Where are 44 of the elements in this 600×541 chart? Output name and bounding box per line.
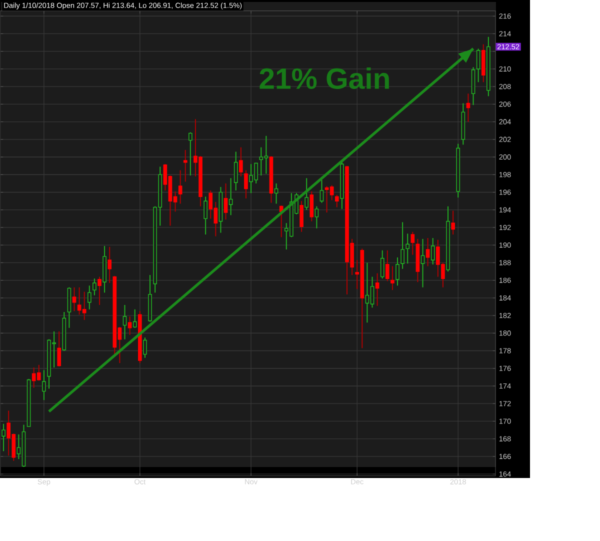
candlestick [224, 182, 228, 220]
candlestick [183, 149, 188, 182]
candlestick [239, 146, 243, 177]
candlestick [67, 286, 72, 328]
candlestick [92, 278, 96, 296]
annotation: 21% Gain [260, 67, 389, 90]
candlestick [406, 233, 410, 264]
candlestick [87, 285, 92, 310]
candlestick [274, 182, 278, 204]
candlestick [314, 206, 319, 229]
candlestick [476, 48, 480, 83]
candlestick [385, 250, 390, 282]
candlestick [42, 370, 46, 401]
candlestick [128, 316, 132, 336]
candlestick [300, 200, 304, 232]
candlestick [178, 170, 182, 204]
candlestick [420, 238, 425, 288]
candlestick [72, 286, 76, 312]
candlestick [410, 231, 415, 256]
candlestick [430, 238, 435, 265]
candlestick [396, 256, 400, 286]
candlestick [228, 178, 233, 216]
candlestick [188, 132, 192, 176]
candlestick [57, 330, 62, 368]
candlestick [466, 93, 470, 122]
candlestick [471, 66, 476, 106]
candlestick [108, 246, 112, 284]
candlestick [334, 194, 339, 208]
candlestick [122, 304, 127, 340]
candlestick [426, 238, 430, 267]
candlestick [320, 179, 324, 204]
candlestick [375, 272, 380, 306]
candlestick [143, 337, 147, 358]
candlestick [244, 170, 248, 199]
candlestick [304, 178, 309, 210]
candlestick [234, 151, 238, 191]
candlestick [98, 276, 102, 306]
candlestick [390, 266, 394, 290]
candlestick [400, 222, 404, 270]
candlestick [132, 308, 137, 328]
candlestick [380, 250, 384, 280]
candlestick [310, 190, 314, 222]
candlestick [451, 210, 455, 236]
candlestick [204, 196, 208, 236]
